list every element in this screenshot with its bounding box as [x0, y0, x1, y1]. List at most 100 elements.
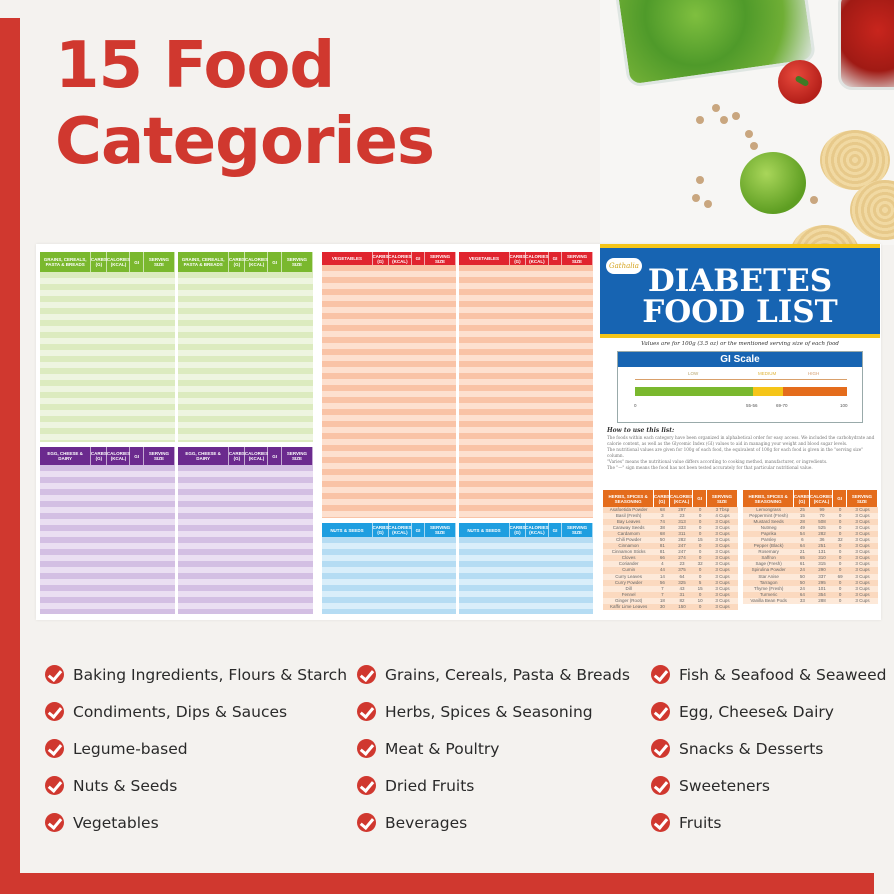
herbs-table-header: HERBS, SPICES & SEASONING CARBS (G) CALO…: [603, 490, 738, 507]
grains-table-header: GRAINS, CEREALS, PASTA & BREADS CARBS (G…: [40, 252, 175, 272]
category-label: Nuts & Seeds: [73, 776, 178, 795]
table-row: Star Anise 50 337 69 3 Cups: [743, 573, 878, 580]
grains-rows: [178, 272, 313, 442]
category-column-3: Fish & Seafood & Seaweed Egg, Cheese& Da…: [651, 656, 886, 841]
table-cell: 0: [698, 549, 702, 555]
table-cell: 3 Cups: [715, 525, 730, 531]
table-row: Curry Powder 56 325 5 3 Cups: [603, 579, 738, 586]
check-icon: [651, 813, 670, 832]
check-icon: [651, 665, 670, 684]
how-to-line: The nutritional values are given for 100…: [607, 447, 864, 458]
table-row: Cloves 66 274 0 3 Cups: [603, 555, 738, 562]
header-category: EGG, CHEESE & DAIRY: [178, 447, 230, 465]
table-cell: 68: [659, 531, 665, 537]
category-item: Fruits: [651, 804, 886, 841]
table-row: Pepper (Black) 64 251 0 3 Cups: [743, 543, 878, 550]
table-cell: 0: [838, 555, 842, 561]
header-gi: GI: [549, 252, 563, 265]
gi-bar-high: [783, 387, 847, 396]
table-cell: Rosemary: [758, 549, 779, 555]
category-label: Vegetables: [73, 813, 159, 832]
header-carbs: CARBS (G): [372, 523, 389, 537]
table-cell: 0: [838, 561, 842, 567]
how-to-line: The foods within each category have been…: [607, 435, 875, 446]
header-carbs: CARBS (G): [229, 447, 246, 465]
check-icon: [651, 776, 670, 795]
table-cell: Cinnamon: [618, 543, 639, 549]
table-row: Ginger (Root) 18 82 10 3 Cups: [603, 597, 738, 604]
table-cell: Parsley: [761, 537, 777, 543]
header-serving: SERVING SIZE: [847, 490, 878, 507]
table-cell: 282: [818, 531, 826, 537]
pasta-nest-image: [790, 225, 860, 245]
table-cell: 0: [838, 549, 842, 555]
table-cell: 70: [819, 513, 825, 519]
table-cell: 81: [659, 549, 665, 555]
table-row: Nutmeg 49 525 0 3 Cups: [743, 525, 878, 532]
header-calories: CALORIES (KCAL): [107, 447, 131, 465]
table-cell: 274: [678, 555, 686, 561]
header-serving: SERVING SIZE: [425, 523, 456, 537]
category-label: Meat & Poultry: [385, 739, 500, 758]
header-carbs: CARBS (G): [229, 252, 246, 272]
table-cell: 3 Tbsp: [715, 507, 730, 512]
poster-title: DIABETES FOOD LIST: [600, 266, 880, 328]
table-cell: 3 Cups: [855, 555, 870, 561]
grains-table-right: GRAINS, CEREALS, PASTA & BREADS CARBS (G…: [178, 252, 313, 442]
header-category: VEGETABLES: [322, 252, 373, 265]
table-cell: Mustard Seeds: [753, 519, 784, 525]
grains-rows: [40, 272, 175, 442]
vegetables-table-left: VEGETABLES CARBS (G) CALORIES (KCAL) GI …: [322, 252, 456, 518]
table-cell: 0: [838, 543, 842, 549]
table-cell: 0: [838, 513, 842, 519]
table-cell: 247: [678, 549, 686, 555]
table-cell: 247: [678, 543, 686, 549]
table-cell: 0: [698, 531, 702, 537]
how-to-heading: How to use this list:: [607, 427, 675, 434]
header-calories: CALORIES (KCAL): [388, 523, 412, 537]
header-serving: SERVING SIZE: [144, 447, 175, 465]
table-cell: 3 Cups: [855, 591, 870, 597]
lime-image: [740, 152, 806, 214]
dairy-rows: [40, 465, 175, 614]
chickpea-image: [732, 112, 740, 120]
header-carbs: CARBS (G): [794, 490, 811, 507]
diabetes-food-list-banner: Gathalia DIABETES FOOD LIST: [600, 244, 880, 338]
table-cell: 0: [838, 507, 842, 512]
table-cell: 337: [818, 573, 826, 579]
table-cell: Cloves: [621, 555, 636, 561]
table-cell: 3 Cups: [715, 549, 730, 555]
table-cell: 74: [659, 519, 665, 525]
chickpea-image: [720, 116, 728, 124]
table-cell: 325: [678, 579, 686, 585]
table-row: Bay Leaves 74 313 0 3 Cups: [603, 519, 738, 526]
dairy-rows: [178, 465, 313, 614]
table-cell: 3 Cups: [715, 519, 730, 525]
header-serving: SERVING SIZE: [282, 447, 313, 465]
header-serving: SERVING SIZE: [425, 252, 456, 265]
poster-title-line1: DIABETES: [647, 263, 833, 299]
table-cell: 7: [661, 591, 664, 597]
nuts-table-header: NUTS & SEEDS CARBS (G) CALORIES (KCAL) G…: [322, 523, 456, 537]
header-serving: SERVING SIZE: [282, 252, 313, 272]
header-serving: SERVING SIZE: [707, 490, 738, 507]
header-calories: CALORIES (KCAL): [810, 490, 834, 507]
table-cell: 3 Cups: [855, 519, 870, 525]
header-carbs: CARBS (G): [509, 523, 526, 537]
category-item: Herbs, Spices & Seasoning: [357, 693, 630, 730]
header-gi: GI: [268, 252, 282, 272]
header-category: EGG, CHEESE & DAIRY: [40, 447, 92, 465]
header-category: GRAINS, CEREALS, PASTA & BREADS: [178, 252, 230, 272]
table-row: Cardamom 68 311 0 3 Cups: [603, 531, 738, 538]
check-icon: [651, 739, 670, 758]
table-cell: 150: [678, 603, 686, 609]
table-cell: 3 Cups: [855, 513, 870, 519]
table-cell: 14: [659, 573, 665, 579]
table-cell: Curry Powder: [614, 579, 643, 585]
gi-tick-100: 100: [840, 403, 848, 408]
table-cell: 288: [818, 597, 826, 603]
gi-range-line: [635, 379, 847, 380]
table-cell: 0: [698, 567, 702, 573]
check-icon: [357, 739, 376, 758]
